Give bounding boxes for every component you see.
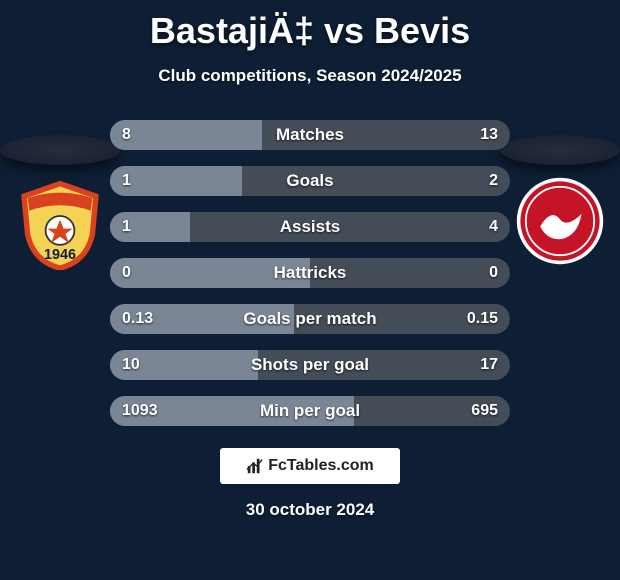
- stat-label: Goals: [110, 166, 510, 196]
- stats-container: 813Matches 12Goals 14Assists 00Hattricks 0.1…: [110, 120, 510, 442]
- footer-date: 30 october 2024: [0, 500, 620, 520]
- stat-label: Assists: [110, 212, 510, 242]
- napredak-shield-icon: 1946: [15, 180, 105, 270]
- shadow-disc-right: [500, 135, 620, 165]
- radnicki-circle-icon: [515, 176, 605, 266]
- stat-label: Matches: [110, 120, 510, 150]
- footer-brand-badge[interactable]: FcTables.com: [220, 448, 400, 484]
- chart-bars-icon: [246, 457, 264, 475]
- stat-row: 0.130.15Goals per match: [110, 304, 510, 334]
- page-title: BastajiÄ‡ vs Bevis: [0, 0, 620, 52]
- stat-row: 14Assists: [110, 212, 510, 242]
- crest-left-year: 1946: [44, 247, 76, 263]
- stat-row: 813Matches: [110, 120, 510, 150]
- stat-row: 00Hattricks: [110, 258, 510, 288]
- stat-label: Shots per goal: [110, 350, 510, 380]
- stat-label: Hattricks: [110, 258, 510, 288]
- stat-label: Goals per match: [110, 304, 510, 334]
- stat-label: Min per goal: [110, 396, 510, 426]
- team-crest-right: [515, 176, 605, 266]
- stat-row: 1017Shots per goal: [110, 350, 510, 380]
- shadow-disc-left: [0, 135, 120, 165]
- stat-row: 1093695Min per goal: [110, 396, 510, 426]
- team-crest-left: 1946: [15, 180, 105, 270]
- footer-brand-text: FcTables.com: [268, 457, 374, 474]
- page-subtitle: Club competitions, Season 2024/2025: [0, 66, 620, 86]
- stat-row: 12Goals: [110, 166, 510, 196]
